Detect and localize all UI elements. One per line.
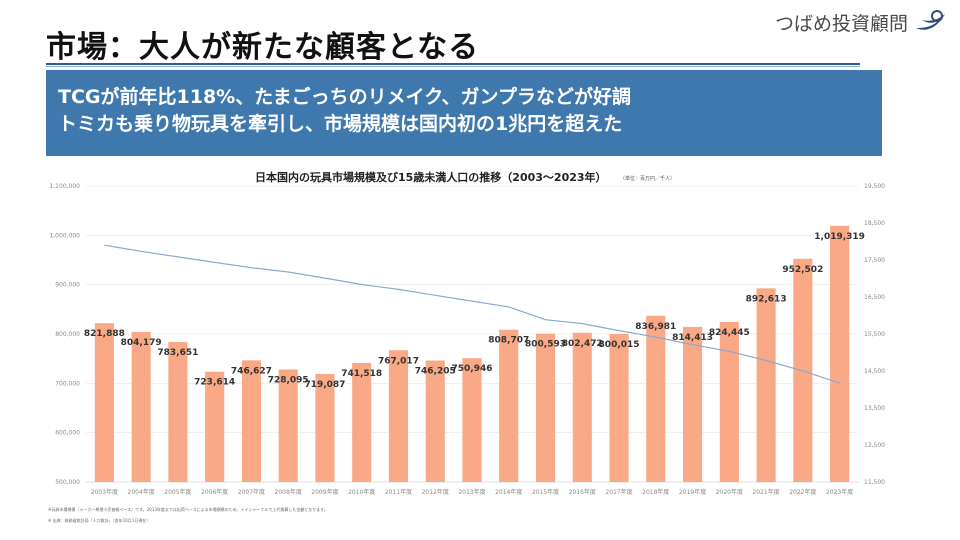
bar [499,329,519,482]
x-tick-label: 2016年度 [569,488,596,496]
y-left-tick-label: 500,000 [55,479,80,486]
x-tick-label: 2008年度 [275,488,302,496]
population-line [104,244,840,384]
headline-banner: TCGが前年比118%、たまごっちのリメイク、ガンプラなどが好調 トミカも乗り物… [46,70,882,156]
data-label: 892,613 [746,294,787,304]
chart-title: 日本国内の玩具市場規模及び15歳未満人口の推移（2003〜2023年） [255,170,607,184]
bar [719,321,739,482]
title-divider-light [46,66,860,67]
bar [94,323,114,482]
bar [205,371,225,482]
y-left-tick-label: 800,000 [55,331,80,338]
bar [609,333,629,482]
bar [388,350,409,482]
y-left-tick-label: 700,000 [55,380,80,387]
x-tick-label: 2009年度 [311,488,338,496]
y-right-tick-label: 19,500 [864,183,885,190]
brand-name: つばめ投資顧問 [774,12,908,35]
x-tick-label: 2017年度 [605,488,632,496]
data-label: 800,015 [599,340,640,350]
bar [683,326,703,482]
y-right-tick-label: 14,500 [864,368,885,375]
bar-series [94,225,850,483]
bar [131,331,151,482]
data-label: 800,593 [525,340,566,350]
x-tick-label: 2022年度 [789,488,816,496]
toy-market-chart: 日本国内の玩具市場規模及び15歳未満人口の推移（2003〜2023年） （単位：… [48,170,885,523]
chart-unit-note: （単位：百万円／千人） [620,175,675,182]
swallow-logo-icon [916,10,945,30]
y-right-tick-label: 16,500 [864,294,885,301]
x-tick-label: 2014年度 [495,488,522,496]
bar [352,362,372,482]
y-left-tick-label: 600,000 [55,430,80,437]
x-tick-label: 2005年度 [164,488,191,496]
data-label: 802,472 [562,339,603,349]
x-tick-label: 2003年度 [91,488,118,496]
x-tick-label: 2012年度 [422,488,449,496]
y-left-tick-label: 1,000,000 [49,232,80,239]
x-tick-label: 2007年度 [238,488,265,496]
x-tick-label: 2006年度 [201,488,228,496]
axis-ticks: 500,000 600,000 700,000 800,000 900,000 1,000… [49,183,885,496]
bar [462,358,482,482]
bar [572,332,592,482]
banner-line-1: TCGが前年比118%、たまごっちのリメイク、ガンプラなどが好調 [58,86,631,108]
x-tick-label: 2013年度 [458,488,485,496]
y-right-tick-label: 15,500 [864,331,885,338]
bar [535,333,556,482]
data-label: 814,413 [672,333,713,343]
y-left-tick-label: 1,100,000 [49,183,80,190]
data-label: 783,651 [157,348,198,358]
title-divider [46,63,860,65]
data-label: 750,946 [452,364,493,374]
y-right-tick-label: 11,500 [864,479,885,486]
data-label: 746,627 [231,366,272,376]
bar [646,315,666,482]
x-tick-label: 2018年度 [642,488,669,496]
chart-container: 日本国内の玩具市場規模及び15歳未満人口の推移（2003〜2023年） （単位：… [40,160,960,540]
x-tick-label: 2010年度 [348,488,375,496]
data-label: 824,445 [709,328,750,338]
bar [830,225,850,483]
y-right-tick-label: 18,500 [864,220,885,227]
data-label: 804,179 [121,338,162,348]
bar [425,360,445,482]
data-label: 821,888 [84,329,125,339]
x-tick-label: 2011年度 [385,488,412,496]
banner-line-2: トミカも乗り物玩具を牽引し、市場規模は国内初の1兆円を超えた [58,113,623,135]
bar [278,369,298,482]
y-right-tick-label: 12,500 [864,442,885,449]
x-tick-label: 2023年度 [826,488,853,496]
bar [756,288,776,482]
bar [315,373,335,482]
data-label: 767,017 [378,356,419,366]
x-tick-label: 2004年度 [128,488,155,496]
data-label: 952,502 [782,265,823,275]
bar [168,342,188,482]
data-label: 723,614 [194,378,235,388]
data-label: 719,087 [304,380,345,390]
y-right-tick-label: 13,500 [864,405,885,412]
data-label: 808,707 [488,336,529,346]
x-tick-label: 2021年度 [752,488,779,496]
y-left-tick-label: 900,000 [55,282,80,289]
footnote-2: ※ 出典：総務省統計局「人口推計」（各年10月1日現在） [48,517,150,523]
brand-logo: つばめ投資顧問 [775,8,948,36]
y-right-tick-label: 17,500 [864,257,885,264]
x-tick-label: 2019年度 [679,488,706,496]
page-title: 市場：大人が新たな顧客となる [46,30,480,65]
bar [241,360,261,482]
data-label: 1,019,319 [814,232,865,242]
x-tick-label: 2015年度 [532,488,559,496]
x-tick-label: 2020年度 [716,488,743,496]
data-label: 746,205 [415,367,456,377]
data-label: 728,095 [268,375,309,385]
footnote-1: ※玩具市場規模（メーカー希望小売価格ベース）です。2013年度までは出荷ベースに… [48,506,328,512]
data-label: 836,981 [635,322,676,332]
population-line-series [104,244,840,384]
data-label: 741,518 [341,369,382,379]
